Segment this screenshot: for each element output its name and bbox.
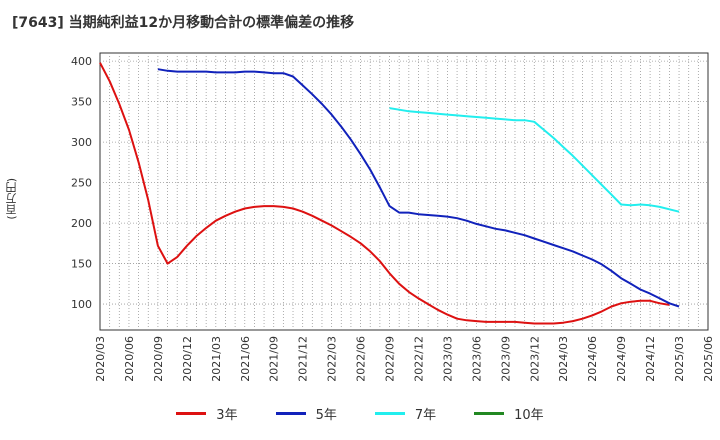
y-tick-label: 100 — [71, 298, 92, 311]
x-tick-label: 2022/12 — [412, 336, 425, 382]
y-tick-label: 150 — [71, 258, 92, 271]
x-tick-label: 2025/03 — [673, 336, 686, 382]
x-tick-label: 2023/12 — [528, 336, 541, 382]
x-tick-label: 2020/09 — [152, 336, 165, 382]
legend-label: 10年 — [514, 408, 544, 423]
plot-area — [99, 52, 709, 331]
legend-swatch — [176, 412, 207, 415]
x-tick-label: 2025/06 — [702, 336, 715, 382]
legend-item: 10年 — [474, 404, 544, 423]
x-tick-label: 2024/03 — [557, 336, 570, 382]
x-tick-label: 2020/03 — [94, 336, 107, 382]
x-tick-label: 2021/03 — [210, 336, 223, 382]
x-tick-label: 2022/09 — [384, 336, 397, 382]
chart-legend: 3年 5年 7年 10年 — [0, 404, 720, 423]
y-tick-label: 350 — [71, 96, 92, 109]
series-line-3年 — [99, 62, 670, 325]
series-line-7年 — [389, 107, 680, 213]
x-tick-label: 2021/06 — [239, 336, 252, 382]
legend-item: 7年 — [374, 404, 437, 423]
y-tick-label: 400 — [71, 55, 92, 68]
chart-title: [7643] 当期純利益12か月移動合計の標準偏差の推移 — [12, 15, 355, 31]
x-tick-label: 2022/06 — [355, 336, 368, 382]
legend-swatch — [374, 412, 405, 415]
x-tick-label: 2020/12 — [181, 336, 194, 382]
series-line-5年 — [157, 68, 680, 308]
x-tick-label: 2021/12 — [297, 336, 310, 382]
x-tick-label: 2024/12 — [644, 336, 657, 382]
x-tick-label: 2021/09 — [268, 336, 281, 382]
y-tick-label: 300 — [71, 136, 92, 149]
legend-item: 5年 — [275, 404, 337, 423]
legend-swatch — [275, 412, 306, 415]
x-tick-label: 2022/03 — [326, 336, 339, 382]
y-tick-label: 250 — [71, 177, 92, 190]
legend-label: 3年 — [216, 408, 238, 423]
legend-swatch — [474, 412, 505, 415]
x-tick-label: 2024/09 — [615, 336, 628, 382]
y-tick-label: 200 — [71, 217, 92, 230]
x-tick-label: 2024/06 — [586, 336, 599, 382]
legend-item: 3年 — [176, 404, 238, 423]
x-tick-label: 2023/06 — [470, 336, 483, 382]
x-tick-label: 2023/09 — [499, 336, 512, 382]
legend-label: 5年 — [315, 408, 337, 423]
x-tick-label: 2020/06 — [123, 336, 136, 382]
legend-label: 7年 — [414, 408, 437, 423]
x-tick-label: 2023/03 — [441, 336, 454, 382]
